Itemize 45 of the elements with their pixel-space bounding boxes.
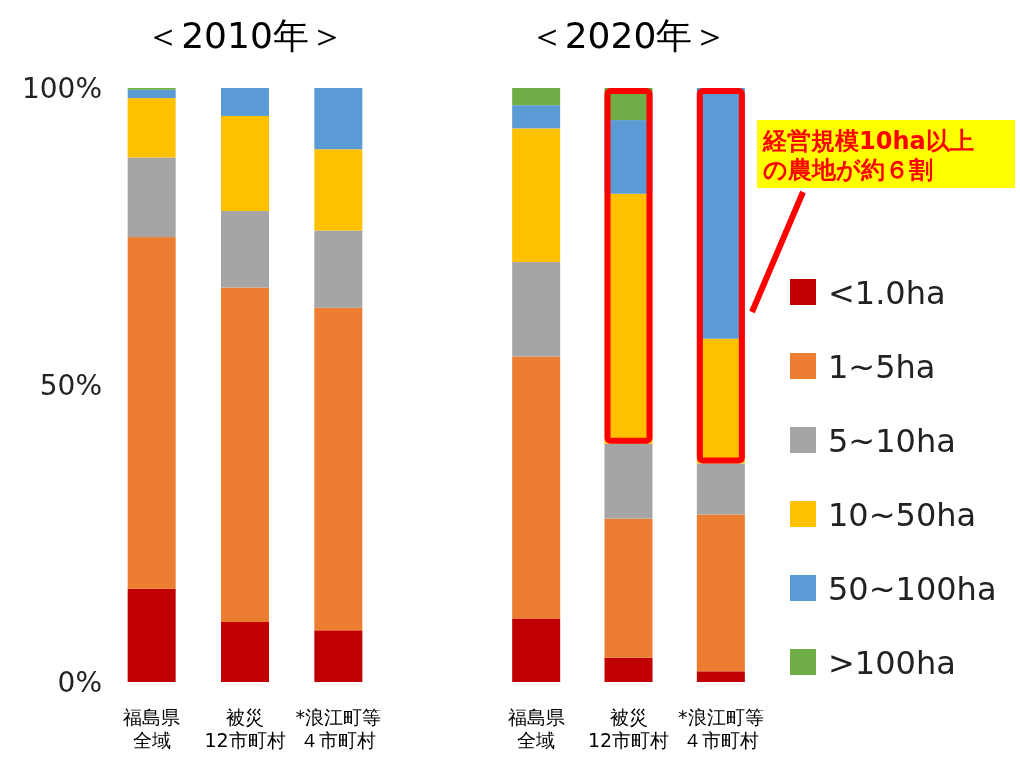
bar <box>221 210 269 288</box>
x-tick-label: 被災12市町村 <box>204 706 286 751</box>
bar <box>604 443 653 519</box>
bar <box>696 514 745 672</box>
bar <box>127 89 176 99</box>
legend-label: 10~50ha <box>828 496 977 534</box>
bar <box>314 630 363 682</box>
bar <box>314 88 363 150</box>
bar <box>127 588 176 682</box>
chart-title: ＜2010年＞ <box>145 15 345 56</box>
bar <box>512 105 561 129</box>
bar <box>127 157 176 238</box>
bar <box>512 262 561 357</box>
bar <box>221 88 269 116</box>
bar <box>127 98 176 158</box>
bar <box>221 622 269 682</box>
legend-label: 50~100ha <box>828 570 997 608</box>
bar <box>314 307 363 631</box>
bar <box>696 671 745 682</box>
legend-label: >100ha <box>828 644 956 682</box>
bar <box>512 618 561 682</box>
x-tick-label: 福島県全域 <box>123 706 181 751</box>
bar <box>604 518 653 658</box>
bar <box>127 237 176 589</box>
x-tick-label: *浪江町等４市町村 <box>295 706 382 751</box>
legend-label: <1.0ha <box>828 274 946 312</box>
y-tick-label: 50% <box>39 369 102 402</box>
annotation: 経営規模10ha以上の農地が約６割 <box>762 127 974 184</box>
bar <box>512 128 561 263</box>
x-tick-label: 福島県全域 <box>507 706 565 751</box>
bar <box>314 230 363 308</box>
y-tick-label: 100% <box>21 72 102 105</box>
x-tick-label: 被災12市町村 <box>587 706 670 751</box>
bar <box>314 149 363 231</box>
bar <box>221 287 269 623</box>
bar <box>512 88 561 106</box>
bar <box>221 115 269 211</box>
bar <box>604 657 653 682</box>
y-tick-label: 0% <box>57 666 102 699</box>
bar <box>512 356 561 619</box>
x-tick-label: *浪江町等４市町村 <box>678 706 764 751</box>
legend-label: 5~10ha <box>828 422 956 460</box>
chart-title: ＜2020年＞ <box>528 15 729 56</box>
bar <box>696 463 745 515</box>
legend-label: 1~5ha <box>828 348 936 386</box>
